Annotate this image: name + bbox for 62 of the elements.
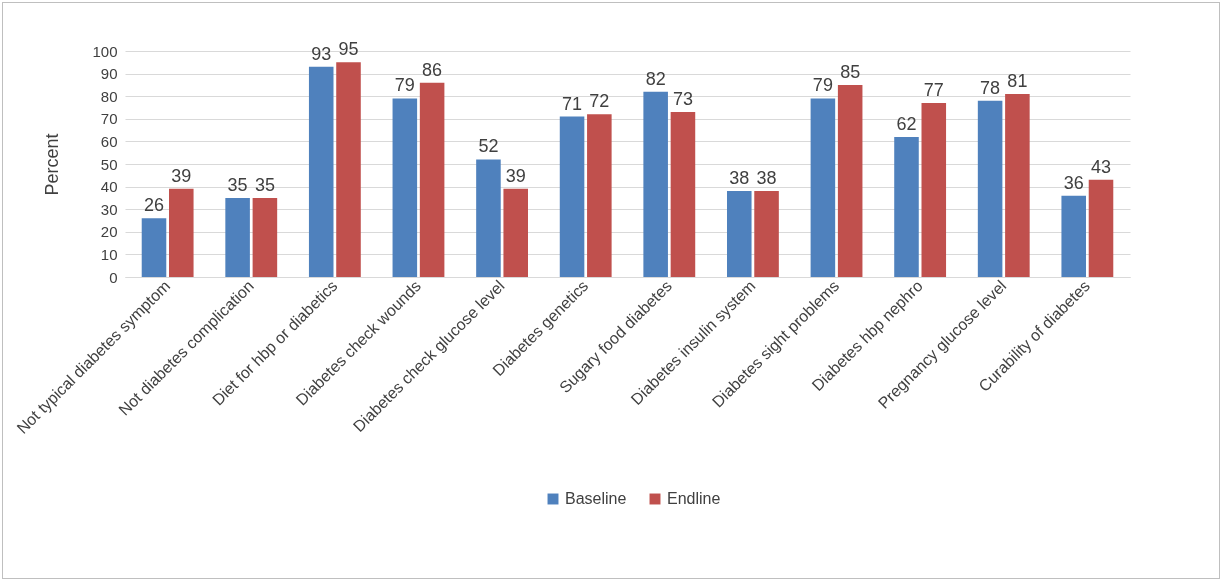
data-label: 38 — [756, 168, 777, 189]
data-label: 85 — [840, 61, 861, 82]
data-label: 71 — [562, 93, 583, 114]
bar — [1088, 179, 1114, 277]
y-tick-label: 90 — [100, 65, 118, 83]
data-label: 52 — [478, 136, 499, 157]
bar — [727, 191, 752, 277]
bar — [670, 112, 696, 277]
bar — [503, 188, 528, 277]
data-label: 38 — [729, 168, 750, 189]
y-tick-label: 0 — [109, 268, 118, 286]
y-tick-label: 10 — [100, 245, 118, 263]
data-label: 35 — [227, 174, 248, 195]
data-label: 35 — [254, 174, 275, 195]
bar — [1005, 93, 1030, 277]
data-label: 26 — [143, 195, 165, 216]
y-tick-label: 80 — [100, 87, 118, 105]
bar — [559, 116, 585, 277]
y-tick-label: 30 — [100, 200, 118, 218]
data-label: 39 — [171, 165, 192, 186]
data-label: 81 — [1007, 70, 1028, 91]
bar — [225, 197, 250, 277]
data-label: 43 — [1090, 156, 1112, 177]
y-tick-label: 100 — [92, 42, 118, 60]
data-label: 39 — [505, 165, 526, 186]
y-tick-label: 70 — [100, 110, 118, 128]
data-label: 79 — [394, 75, 415, 96]
bar — [336, 62, 361, 277]
data-label: 82 — [645, 68, 666, 89]
bar — [419, 82, 445, 277]
bar — [1061, 195, 1086, 277]
bar — [977, 100, 1003, 277]
bar — [392, 98, 418, 277]
data-label: 79 — [812, 75, 833, 96]
y-tick-label: 20 — [100, 223, 118, 241]
y-tick-label: 60 — [100, 132, 118, 150]
data-label: 93 — [311, 43, 332, 64]
legend-label: Endline — [667, 490, 721, 507]
data-label: 77 — [923, 79, 944, 100]
bar — [141, 218, 167, 277]
bar — [169, 188, 194, 277]
y-axis-title: Percent — [42, 133, 63, 196]
bar — [810, 98, 836, 277]
data-label: 86 — [422, 59, 443, 80]
y-tick-label: 40 — [100, 178, 118, 196]
bar — [837, 84, 863, 277]
bar — [476, 159, 501, 277]
data-label: 72 — [589, 91, 610, 112]
data-label: 78 — [980, 77, 1001, 98]
data-label: 95 — [338, 39, 359, 60]
data-label: 73 — [672, 89, 693, 110]
bar — [643, 91, 668, 277]
bar — [894, 136, 919, 277]
bar — [308, 66, 334, 277]
bar — [252, 197, 278, 277]
legend-label: Baseline — [565, 490, 627, 507]
bar — [587, 114, 612, 277]
data-label: 36 — [1063, 172, 1084, 193]
bar — [754, 191, 779, 277]
y-tick-label: 50 — [100, 155, 118, 173]
bar — [921, 102, 947, 277]
data-label: 62 — [896, 113, 917, 134]
